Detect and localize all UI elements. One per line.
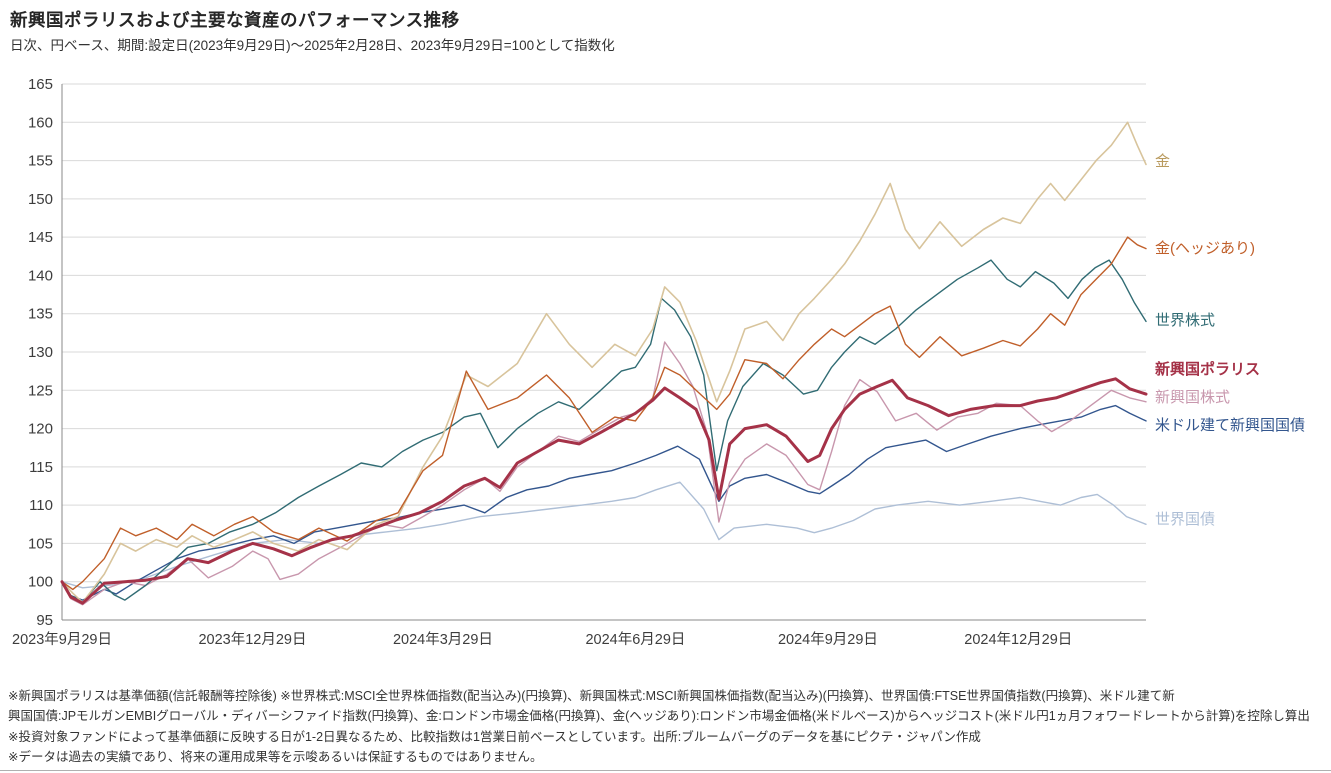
footnote-line: ※新興国ポラリスは基準価額(信託報酬等控除後) ※世界株式:MSCI全世界株価指… — [8, 689, 1175, 703]
series-label-gold: 金 — [1155, 153, 1171, 171]
series-line-em-equity — [61, 341, 1147, 606]
series-label-usd-em-bond: 米ドル建て新興国国債 — [1155, 416, 1306, 434]
performance-chart: 95 100 105 110 115 120 125 130 135 140 145 150 155 16… — [12, 76, 1306, 648]
y-axis-label: 140 — [28, 267, 53, 284]
footnotes: ※新興国ポラリスは基準価額(信託報酬等控除後) ※世界株式:MSCI全世界株価指… — [8, 686, 1327, 767]
y-axis-label: 100 — [28, 574, 53, 591]
y-axis-label: 95 — [36, 612, 53, 629]
series-label-world-equity: 世界株式 — [1155, 312, 1216, 330]
footnote-line: ※投資対象ファンドによって基準価額に反映する日が1-2日異なるため、比較指数は1… — [8, 729, 981, 744]
x-axis-label: 2023年12月29日 — [198, 631, 306, 648]
y-axis-label: 115 — [29, 459, 53, 476]
y-axis-label: 105 — [28, 535, 53, 552]
series-line-world-bond — [61, 481, 1147, 589]
y-axis-label: 155 — [28, 153, 53, 170]
y-axis-label: 165 — [28, 76, 53, 93]
y-axis-label: 150 — [28, 191, 53, 208]
page-title: 新興国ポラリスおよび主要な資産のパフォーマンス推移 — [10, 10, 460, 30]
x-axis-label: 2024年9月29日 — [778, 631, 878, 648]
x-axis-label: 2024年12月29日 — [964, 631, 1072, 648]
series-line-usd-em-bond — [61, 404, 1147, 601]
footnote-line: ※データは過去の実績であり、将来の運用成果等を示唆あるいは保証するものではありま… — [8, 749, 543, 764]
series-line-gold — [61, 121, 1147, 604]
y-axis-label: 145 — [28, 229, 53, 246]
series-line-gold-hedged — [61, 236, 1147, 591]
series-label-em-equity: 新興国株式 — [1155, 388, 1231, 406]
x-axis-label: 2023年9月29日 — [12, 631, 112, 648]
series-label-em-polaris: 新興国ポラリス — [1155, 361, 1261, 379]
y-axis-label: 120 — [28, 421, 53, 438]
series-line-world-equity — [61, 259, 1147, 604]
y-axis-label: 160 — [28, 114, 53, 131]
y-axis-label: 125 — [28, 382, 53, 399]
y-axis-label: 135 — [28, 306, 53, 323]
footnote-line: 興国国債:JPモルガンEMBIグローバル・ディバーシファイド指数(円換算)、金:… — [8, 709, 1310, 724]
y-axis-label: 110 — [29, 497, 53, 514]
series-label-gold-hedged: 金(ヘッジあり) — [1155, 239, 1255, 257]
x-axis-label: 2024年3月29日 — [393, 631, 493, 648]
series-line-em-polaris — [60, 377, 1148, 605]
y-axis-label: 130 — [28, 344, 53, 361]
page-subtitle: 日次、円ベース、期間:設定日(2023年9月29日)〜2025年2月28日、20… — [10, 38, 615, 53]
x-axis-label: 2024年6月29日 — [585, 631, 685, 648]
series-label-world-bond: 世界国債 — [1155, 511, 1216, 529]
bottom-divider — [0, 770, 1331, 771]
chart-canvas: 95 100 105 110 115 120 125 130 135 140 145 150 155 16… — [12, 76, 1148, 648]
